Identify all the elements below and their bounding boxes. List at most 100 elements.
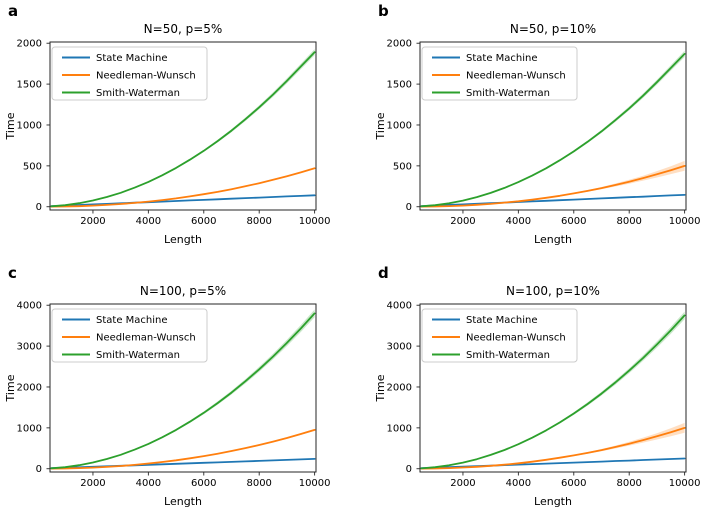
x-tick-label: 10000 bbox=[299, 478, 331, 489]
y-axis-label: Time bbox=[374, 374, 387, 402]
legend-label-smith-waterman: Smith-Waterman bbox=[466, 350, 550, 361]
plot-border bbox=[419, 303, 687, 473]
legend-label-state-machine: State Machine bbox=[466, 315, 538, 326]
y-axis-label: Time bbox=[374, 112, 387, 140]
x-axis: 2000 4000 6000 8000 10000 Length bbox=[450, 210, 701, 246]
y-tick-label: 1000 bbox=[17, 120, 42, 131]
x-tick-label: 8000 bbox=[616, 216, 641, 227]
chart-title: N=50, p=5% bbox=[144, 22, 223, 36]
y-tick-label: 2000 bbox=[387, 39, 412, 50]
plot-border bbox=[419, 41, 687, 211]
x-tick-label: 4000 bbox=[506, 216, 531, 227]
x-tick-label: 6000 bbox=[191, 216, 216, 227]
y-tick-label: 1000 bbox=[387, 423, 412, 434]
x-axis: 2000 4000 6000 8000 10000 Length bbox=[80, 210, 331, 246]
line-state-machine bbox=[420, 193, 686, 208]
y-axis: 0 1000 2000 3000 4000 Time bbox=[4, 301, 50, 475]
legend: State Machine Needleman-Wunsch Smith-Water… bbox=[51, 46, 208, 101]
y-tick-label: 0 bbox=[406, 464, 412, 475]
y-tick-label: 0 bbox=[36, 464, 42, 475]
chart-b: 2000 4000 6000 8000 10000 Length 0 500 1000 1500 2… bbox=[374, 22, 701, 246]
y-axis: 0 1000 2000 3000 4000 Time bbox=[374, 301, 420, 475]
legend: State Machine Needleman-Wunsch Smith-Water… bbox=[421, 46, 578, 101]
legend: State Machine Needleman-Wunsch Smith-Water… bbox=[421, 308, 578, 363]
line-smith-waterman bbox=[50, 312, 316, 470]
x-tick-label: 10000 bbox=[669, 478, 701, 489]
chart-title: N=100, p=10% bbox=[506, 284, 600, 298]
y-tick-label: 2000 bbox=[17, 39, 42, 50]
legend-label-state-machine: State Machine bbox=[466, 53, 538, 64]
legend-label-state-machine: State Machine bbox=[96, 53, 168, 64]
y-tick-label: 4000 bbox=[387, 301, 412, 312]
x-axis-label: Length bbox=[534, 495, 572, 508]
chart-title: N=50, p=10% bbox=[510, 22, 596, 36]
legend-box bbox=[51, 308, 208, 363]
x-tick-label: 8000 bbox=[246, 216, 271, 227]
y-tick-label: 1000 bbox=[387, 120, 412, 131]
x-tick-label: 4000 bbox=[136, 216, 161, 227]
line-needleman-wunsch bbox=[50, 428, 316, 470]
legend-label-needleman-wunsch: Needleman-Wunsch bbox=[466, 333, 566, 344]
line-needleman-wunsch bbox=[50, 167, 316, 208]
plot-border bbox=[49, 41, 317, 211]
x-tick-label: 6000 bbox=[561, 478, 586, 489]
y-tick-label: 1500 bbox=[17, 80, 42, 91]
y-tick-label: 3000 bbox=[387, 342, 412, 353]
x-axis-label: Length bbox=[164, 495, 202, 508]
panel-a: a 2000 4000 6000 8000 10000 Length 0 500 1000 150… bbox=[0, 0, 354, 249]
panel-letter-b: b bbox=[378, 2, 389, 20]
y-axis: 0 500 1000 1500 2000 Time bbox=[374, 39, 420, 213]
x-tick-label: 8000 bbox=[616, 478, 641, 489]
x-tick-label: 8000 bbox=[246, 478, 271, 489]
x-tick-label: 4000 bbox=[136, 478, 161, 489]
legend-box bbox=[421, 308, 578, 363]
legend-label-smith-waterman: Smith-Waterman bbox=[466, 88, 550, 99]
x-axis: 2000 4000 6000 8000 10000 Length bbox=[450, 472, 701, 508]
x-tick-label: 2000 bbox=[80, 478, 105, 489]
y-tick-label: 1000 bbox=[17, 423, 42, 434]
line-state-machine bbox=[50, 194, 316, 208]
y-tick-label: 2000 bbox=[387, 382, 412, 393]
y-tick-label: 1500 bbox=[387, 80, 412, 91]
chart-a: 2000 4000 6000 8000 10000 Length 0 500 1000 1500 2… bbox=[4, 22, 331, 246]
legend-box bbox=[421, 46, 578, 101]
panel-d: d 2000 4000 6000 8000 10000 Length 0 1000 2000 30… bbox=[370, 262, 708, 511]
y-axis-label: Time bbox=[4, 112, 17, 140]
panel-b: b 2000 4000 6000 8000 10000 Length 0 500 1000 150… bbox=[370, 0, 708, 249]
x-axis-label: Length bbox=[164, 233, 202, 246]
x-tick-label: 10000 bbox=[299, 216, 331, 227]
legend-label-needleman-wunsch: Needleman-Wunsch bbox=[96, 71, 196, 82]
line-smith-waterman bbox=[420, 53, 686, 208]
chart-c: 2000 4000 6000 8000 10000 Length 0 1000 2000 3000… bbox=[4, 284, 331, 508]
legend-label-smith-waterman: Smith-Waterman bbox=[96, 350, 180, 361]
y-tick-label: 0 bbox=[36, 202, 42, 213]
panel-letter-a: a bbox=[8, 2, 19, 20]
y-tick-label: 0 bbox=[406, 202, 412, 213]
legend-box bbox=[51, 46, 208, 101]
legend: State Machine Needleman-Wunsch Smith-Water… bbox=[51, 308, 208, 363]
line-smith-waterman bbox=[420, 314, 686, 470]
y-tick-label: 3000 bbox=[17, 342, 42, 353]
x-axis-label: Length bbox=[534, 233, 572, 246]
x-tick-label: 2000 bbox=[450, 216, 475, 227]
x-tick-label: 2000 bbox=[450, 478, 475, 489]
line-smith-waterman bbox=[50, 51, 316, 208]
x-tick-label: 6000 bbox=[561, 216, 586, 227]
y-axis: 0 500 1000 1500 2000 Time bbox=[4, 39, 50, 213]
line-needleman-wunsch bbox=[420, 426, 686, 470]
panel-c: c 2000 4000 6000 8000 10000 Length 0 1000 2000 30… bbox=[0, 262, 354, 511]
legend-label-needleman-wunsch: Needleman-Wunsch bbox=[466, 71, 566, 82]
x-tick-label: 4000 bbox=[506, 478, 531, 489]
y-tick-label: 4000 bbox=[17, 301, 42, 312]
legend-label-needleman-wunsch: Needleman-Wunsch bbox=[96, 333, 196, 344]
plot-border bbox=[49, 303, 317, 473]
legend-label-smith-waterman: Smith-Waterman bbox=[96, 88, 180, 99]
legend-label-state-machine: State Machine bbox=[96, 315, 168, 326]
x-tick-label: 2000 bbox=[80, 216, 105, 227]
panel-letter-d: d bbox=[378, 264, 389, 282]
panel-letter-c: c bbox=[8, 264, 17, 282]
band-needleman-wunsch bbox=[421, 422, 685, 469]
chart-d: 2000 4000 6000 8000 10000 Length 0 1000 2000 3000… bbox=[374, 284, 701, 508]
y-axis-label: Time bbox=[4, 374, 17, 402]
